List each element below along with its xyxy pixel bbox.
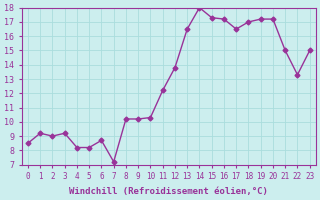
- X-axis label: Windchill (Refroidissement éolien,°C): Windchill (Refroidissement éolien,°C): [69, 187, 268, 196]
